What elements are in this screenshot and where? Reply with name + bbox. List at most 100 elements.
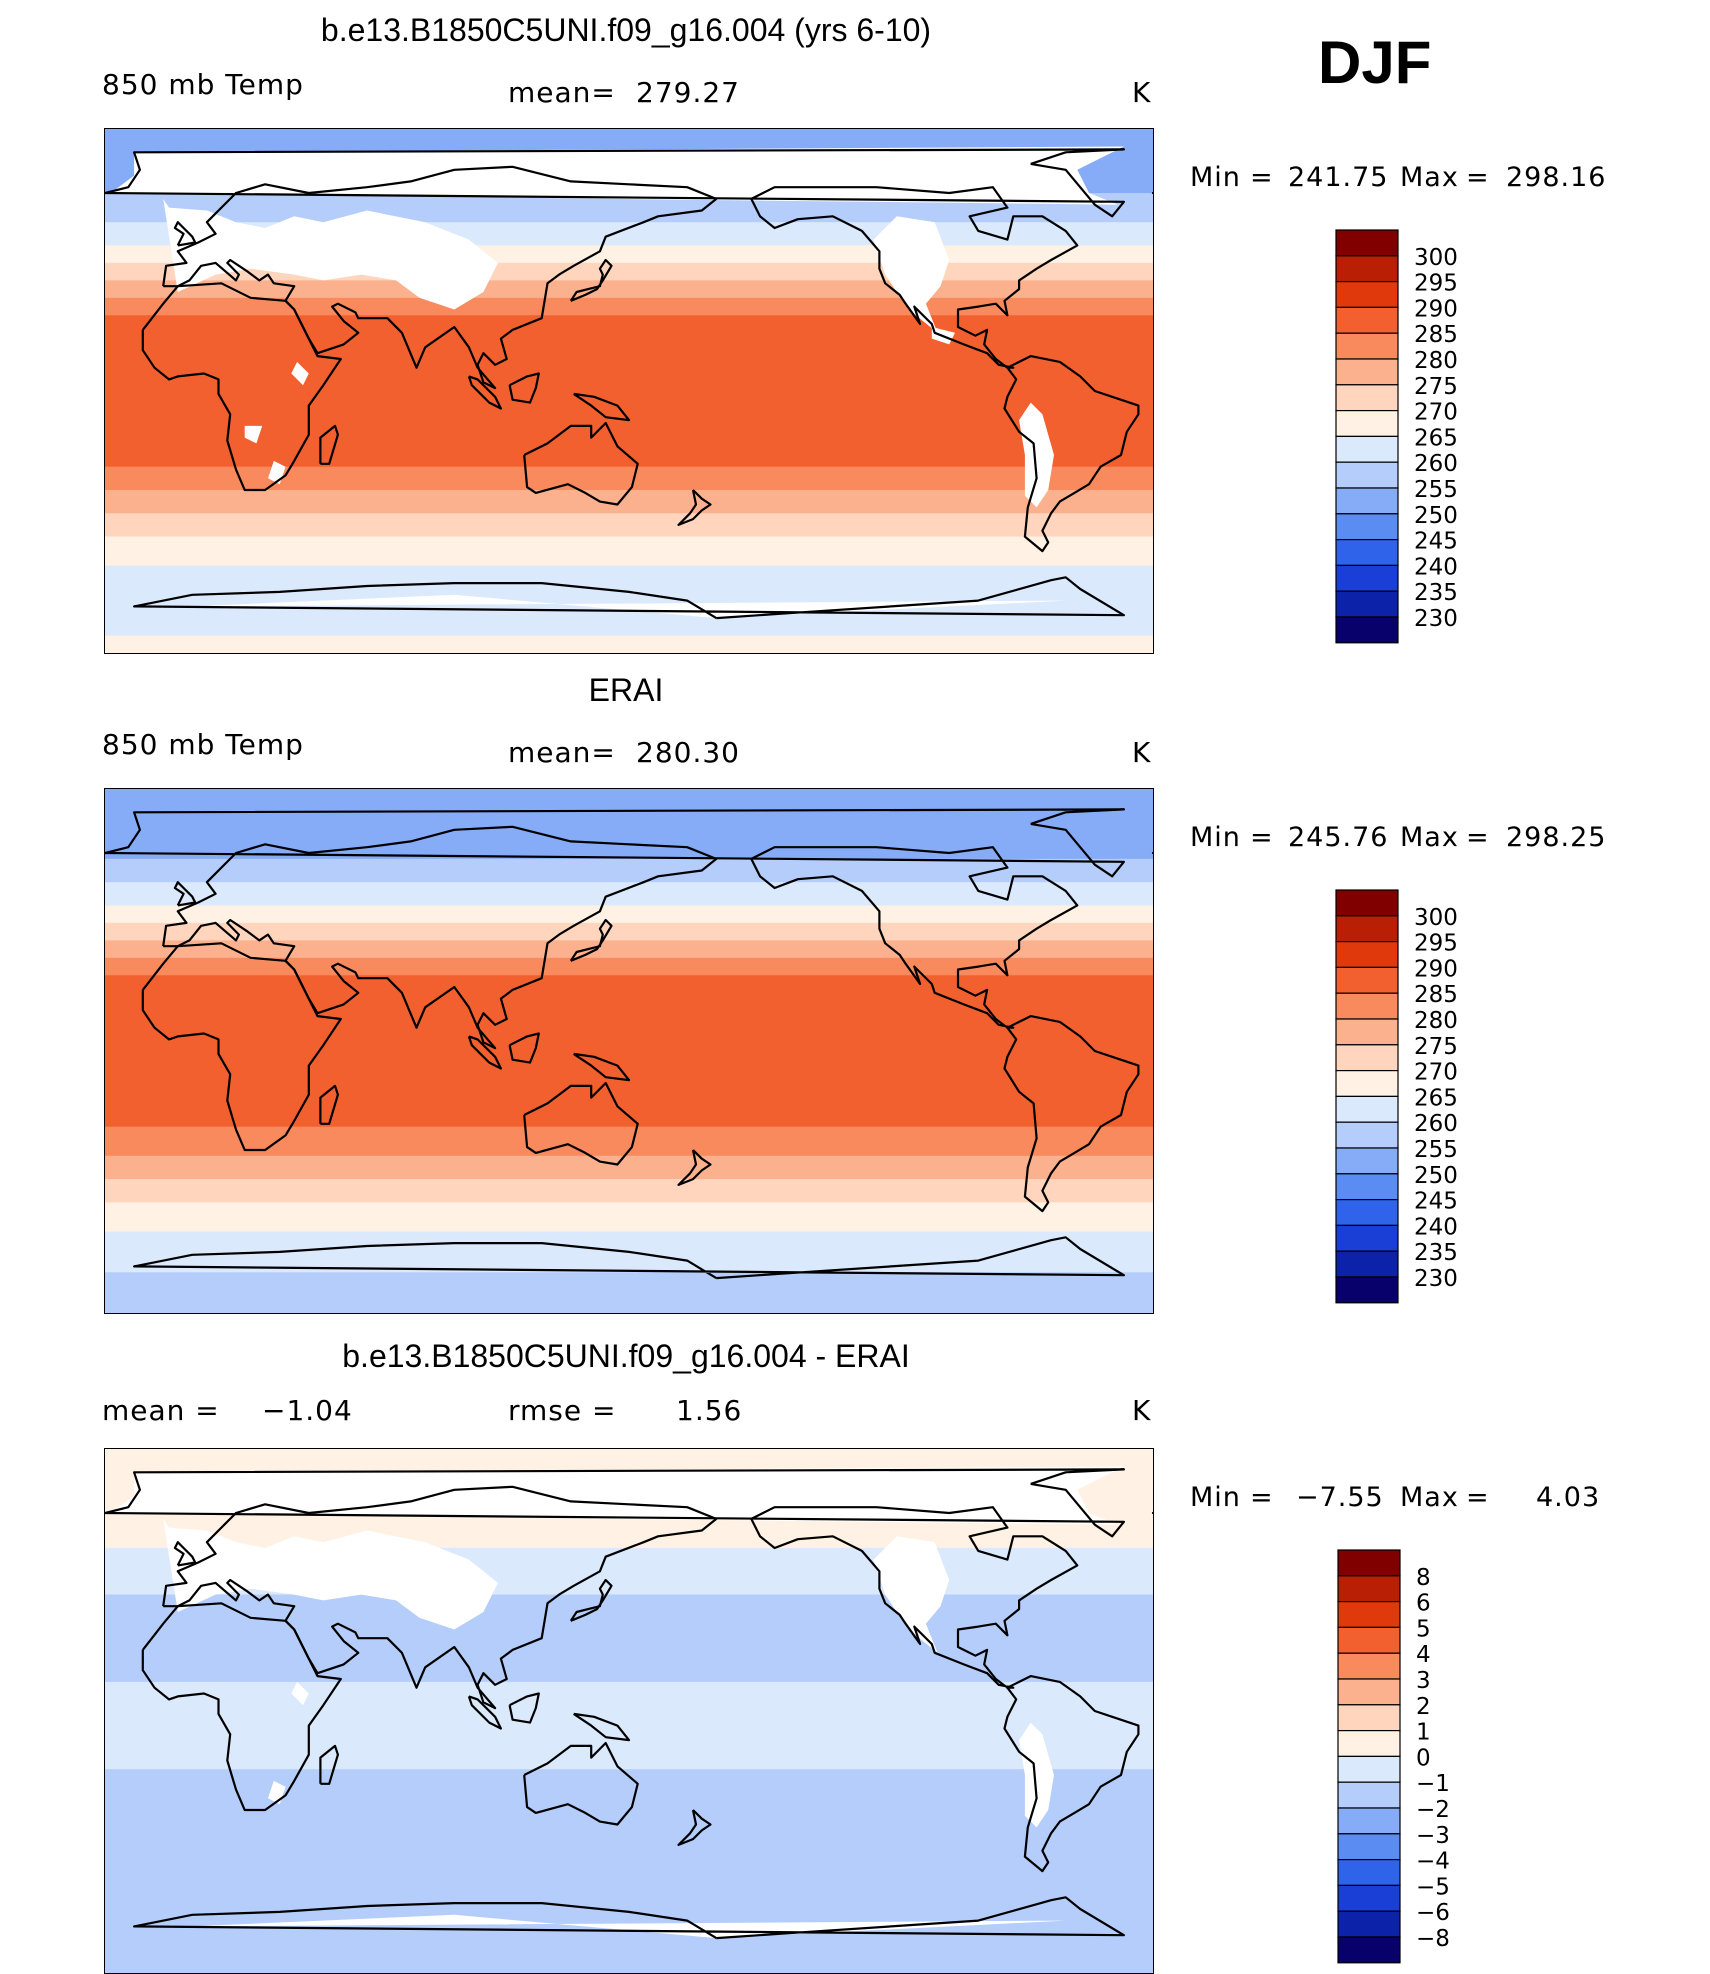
model-band-lat-18 [105,338,1153,346]
model-band-lat--24 [105,460,1153,468]
model-band-lat--8 [105,414,1153,421]
diff-coast-northAmerica-0 [750,1506,1079,1689]
model-band-lat-28 [105,309,1153,316]
obs-colorbar-box-7 [1335,1095,1399,1123]
obs-band-lat--16 [105,1097,1153,1104]
diff-colorbar-box-6 [1337,1781,1401,1809]
model-band-lat--44 [105,519,1153,526]
diff-coast-newZealand-0 [677,1809,712,1846]
model-band-lat--18 [105,443,1153,450]
diff-band-lat-8 [105,1687,1153,1695]
obs-band-lat-54 [105,893,1153,901]
diff-coast-australia-0 [523,1741,639,1826]
model-band-lat--10 [105,420,1153,427]
diff-colorbar-box-1 [1337,1910,1401,1938]
model-band-lat--28 [105,472,1153,479]
diff-title: b.e13.B1850C5UNI.f09_g16.004 - ERAI [342,1338,910,1374]
model-map [104,128,1154,654]
model-colorbar-label-7: 265 [1414,425,1458,451]
obs-band-lat--24 [105,1120,1153,1128]
model-band-lat--80 [105,623,1153,631]
diff-band-lat--58 [105,1879,1153,1887]
model-band-lat--54 [105,548,1153,555]
obs-coast-japan-0 [569,918,613,962]
obs-colorbar-label-14: 230 [1414,1266,1458,1292]
diff-band-lat-88 [105,1454,1153,1462]
model-band-lat--86 [105,641,1153,648]
obs-band-lat--74 [105,1266,1153,1273]
diff-band-lat--36 [105,1815,1153,1823]
model-band-lat-54 [105,233,1153,241]
model-band-lat-30 [105,303,1153,311]
obs-band-lat-90 [105,789,1153,796]
obs-band-lat-52 [105,899,1153,907]
model-coast-britain-0 [173,221,197,247]
model-band-lat-66 [105,198,1153,206]
diff-band-lat--2 [105,1716,1153,1724]
diff-band-lat-14 [105,1670,1153,1677]
season-label: DJF [1318,29,1432,96]
model-band-lat--14 [105,431,1153,439]
diff-band-lat-46 [105,1577,1153,1584]
diff-missing-region-3-0 [110,1466,1124,1525]
obs-band-lat--40 [105,1167,1153,1174]
model-band-lat-62 [105,210,1153,217]
obs-band-lat--78 [105,1278,1153,1285]
diff-colorbar-box-2 [1337,1884,1401,1912]
model-coast-borneo-0 [508,372,540,404]
model-colorbar-box-11 [1335,332,1399,360]
obs-colorbar-box-0 [1335,1276,1399,1304]
obs-band-lat-82 [105,812,1153,819]
model-missing-region-3-0 [110,146,1124,205]
diff-min-eq: = [1250,1482,1274,1513]
model-colorbar-label-13: 235 [1414,580,1458,606]
model-band-lat-20 [105,332,1153,340]
model-colorbar-box-3 [1335,539,1399,567]
model-missing-region-2-0 [1019,402,1054,508]
obs-coast-newZealand-0 [677,1149,712,1186]
model-band-lat-86 [105,140,1153,148]
obs-band-lat--54 [105,1208,1153,1215]
model-colorbar-box-13 [1335,280,1399,308]
obs-band-lat-4 [105,1039,1153,1046]
model-max-label: Max [1400,162,1459,193]
diff-band-lat--32 [105,1804,1153,1811]
model-colorbar-box-4 [1335,513,1399,541]
diff-band-lat--44 [105,1839,1153,1846]
diff-band-lat--28 [105,1792,1153,1799]
model-band-lat--84 [105,635,1153,642]
model-band-lat--6 [105,408,1153,415]
diff-colorbar-box-12 [1337,1626,1401,1654]
diff-coast-newGuinea-0 [573,1712,631,1742]
diff-band-lat--54 [105,1868,1153,1875]
diff-colorbar-label-13: −6 [1416,1900,1450,1926]
diff-max-value: 4.03 [1536,1482,1601,1513]
model-band-lat-44 [105,262,1153,270]
obs-colorbar-box-13 [1335,940,1399,968]
diff-band-lat--62 [105,1891,1153,1898]
obs-coast-britain-0 [173,881,197,907]
model-mean-label: mean= [508,76,616,109]
obs-colorbar-label-2: 290 [1414,956,1458,982]
model-max-value: 298.16 [1506,162,1607,193]
diff-colorbar-label-3: 4 [1416,1642,1431,1668]
diff-colorbar-label-11: −4 [1416,1849,1450,1875]
diff-min-label: Min [1190,1482,1241,1513]
diff-band-lat-16 [105,1664,1153,1671]
obs-band-lat-16 [105,1004,1153,1011]
obs-band-lat-74 [105,835,1153,842]
model-band-lat--82 [105,629,1153,637]
diff-temperature-field [105,1449,1153,1973]
model-band-lat-0 [105,391,1153,398]
obs-band-lat--44 [105,1179,1153,1186]
obs-band-lat-44 [105,922,1153,930]
diff-missing-region-2-0 [1019,1722,1054,1828]
model-band-lat--22 [105,455,1153,462]
model-colorbar-label-4: 280 [1414,348,1458,374]
diff-band-lat-12 [105,1676,1153,1683]
model-colorbar-box-7 [1335,435,1399,463]
diff-band-lat--22 [105,1775,1153,1782]
model-band-lat-14 [105,350,1153,357]
diff-band-lat--56 [105,1874,1153,1881]
obs-colorbar-label-13: 235 [1414,1240,1458,1266]
